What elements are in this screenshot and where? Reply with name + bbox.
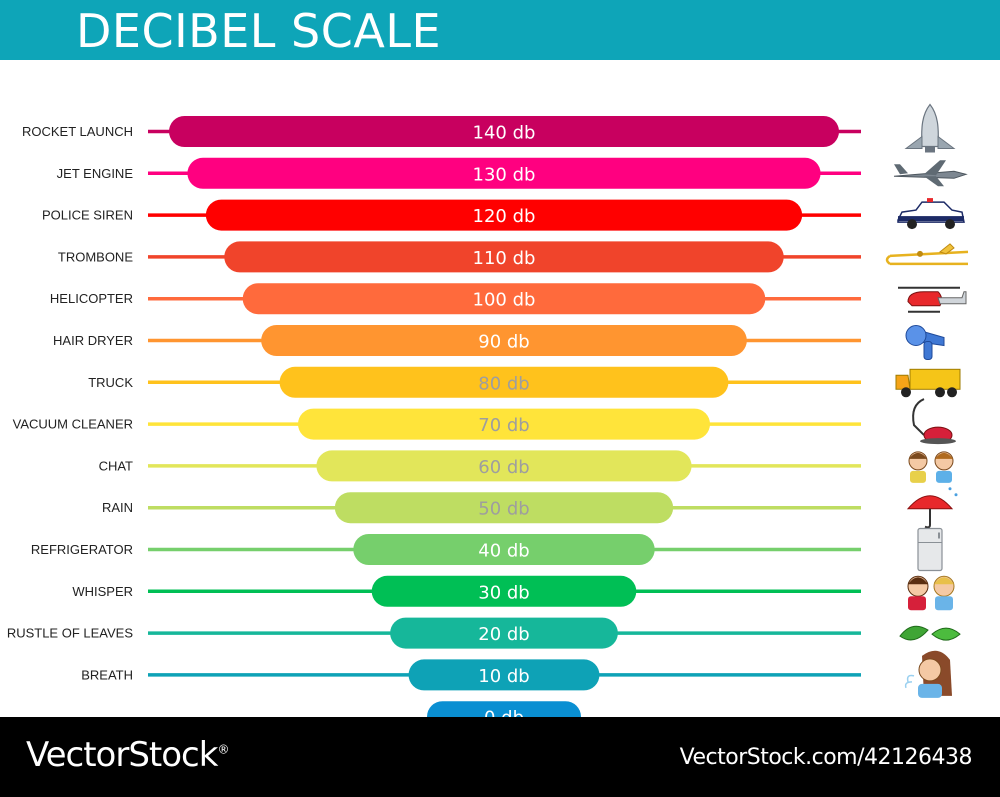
value-label: 10 db	[478, 666, 529, 687]
bar	[371, 575, 637, 607]
category-label: REFRIGERATOR	[31, 542, 133, 557]
value-label: 50 db	[478, 499, 529, 520]
category-label: RUSTLE OF LEAVES	[7, 626, 134, 641]
bar	[316, 450, 692, 482]
category-label: CHAT	[99, 458, 133, 473]
value-label: 140 db	[473, 123, 536, 144]
value-label: 20 db	[478, 624, 529, 645]
bar	[298, 408, 710, 440]
category-label: RAIN	[102, 500, 133, 515]
bar	[353, 534, 655, 565]
bar	[427, 701, 581, 717]
helicopter-icon	[898, 286, 967, 313]
value-label: 60 db	[478, 457, 529, 478]
value-label: 40 db	[478, 541, 529, 562]
category-label: TROMBONE	[58, 249, 133, 264]
category-label: BREATH	[81, 667, 133, 682]
watermark-image-id: VectorStock.com/42126438	[679, 745, 973, 770]
bar	[242, 283, 766, 315]
category-label: TRUCK	[88, 375, 133, 390]
whisper-icon	[907, 575, 955, 611]
hair-dryer-icon	[905, 325, 945, 360]
breath-icon	[904, 650, 952, 698]
value-label: 0 db	[484, 708, 524, 717]
bar	[169, 116, 839, 147]
bar	[279, 366, 729, 398]
value-label: 120 db	[473, 206, 536, 227]
decibel-chart: 140 db ROCKET LAUNCH 130 db JET ENGINE 120 d…	[7, 103, 969, 717]
truck-icon	[895, 368, 961, 398]
value-label: 130 db	[473, 164, 536, 185]
category-label: JET ENGINE	[57, 166, 134, 181]
value-label: 70 db	[478, 415, 529, 436]
category-label: WHISPER	[72, 584, 133, 599]
value-label: 110 db	[473, 248, 536, 269]
police-car-icon	[897, 198, 965, 230]
watermark-footer: VectorStock® VectorStock.com/42126438	[0, 717, 1000, 797]
value-label: 80 db	[478, 373, 529, 394]
value-label: 30 db	[478, 582, 529, 603]
bar	[224, 241, 784, 273]
title-banner: DECIBEL SCALE	[0, 0, 1000, 60]
value-label: 100 db	[473, 290, 536, 311]
value-label: 90 db	[478, 332, 529, 353]
category-label: HAIR DRYER	[53, 333, 133, 348]
umbrella-icon	[906, 487, 958, 529]
trombone-icon	[885, 243, 969, 266]
page-title: DECIBEL SCALE	[76, 4, 442, 58]
watermark-brand: VectorStock®	[26, 735, 229, 775]
bar	[205, 199, 803, 231]
category-label: ROCKET LAUNCH	[22, 124, 133, 139]
chat-icon	[908, 451, 954, 483]
bar	[334, 492, 674, 524]
bar	[261, 325, 747, 356]
jet-icon	[893, 160, 968, 187]
refrigerator-icon	[917, 527, 943, 572]
bar	[390, 617, 618, 649]
category-label: VACUUM CLEANER	[13, 417, 133, 432]
bar	[408, 659, 600, 691]
rocket-icon	[904, 103, 956, 153]
vacuum-icon	[912, 398, 956, 445]
category-label: HELICOPTER	[50, 291, 133, 306]
bar	[187, 157, 821, 189]
category-label: POLICE SIREN	[42, 208, 133, 223]
leaves-icon	[899, 625, 961, 641]
